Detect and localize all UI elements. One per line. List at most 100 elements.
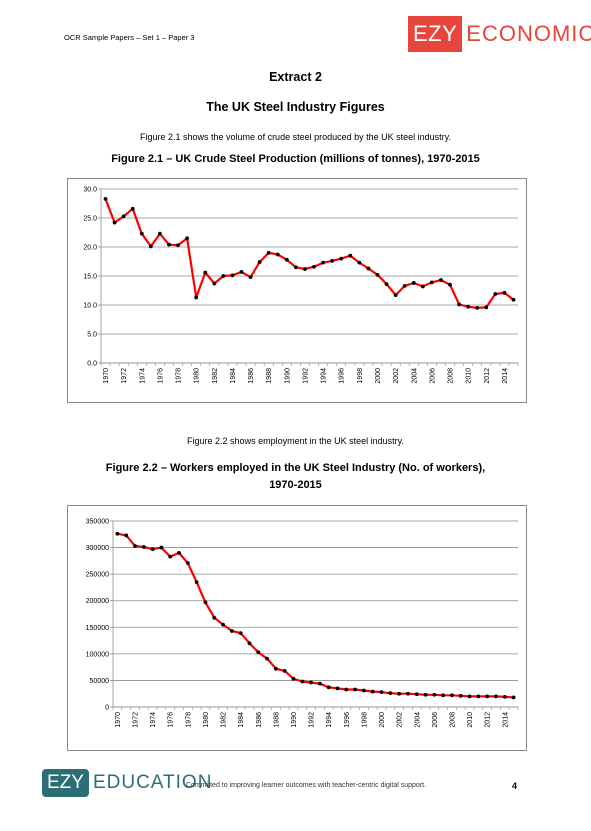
x-tick-label: 1980 [203, 712, 210, 728]
data-point [194, 580, 199, 585]
x-tick-label: 1984 [230, 368, 237, 384]
y-tick-label: 350000 [86, 519, 109, 526]
x-tick-label: 2004 [411, 368, 418, 384]
x-tick-label: 1996 [339, 368, 346, 384]
x-tick-label: 1976 [168, 712, 175, 728]
data-point [441, 693, 446, 698]
data-point [238, 631, 243, 636]
x-tick-label: 2010 [466, 368, 473, 384]
x-tick-label: 1982 [212, 368, 219, 384]
x-tick-label: 1988 [273, 712, 280, 728]
x-tick-label: 2002 [393, 368, 400, 384]
data-point [158, 231, 162, 236]
footer-logo-word-text: EDUCATION [92, 772, 213, 793]
y-tick-label: 20.0 [83, 245, 97, 252]
y-tick-label: 250000 [86, 572, 109, 579]
data-point [203, 600, 208, 605]
data-point [221, 274, 226, 278]
data-point [357, 260, 362, 265]
data-point [353, 687, 358, 692]
x-tick-label: 1990 [291, 712, 298, 728]
data-point [221, 622, 225, 627]
x-tick-label: 2012 [484, 368, 491, 384]
y-tick-label: 0 [105, 705, 109, 712]
data-point [294, 265, 298, 270]
ezy-economics-logo: EZY ECONOMICS [408, 16, 591, 52]
y-tick-label: 10.0 [83, 303, 97, 310]
y-tick-label: 25.0 [83, 216, 97, 223]
x-tick-label: 1970 [115, 712, 122, 728]
data-point [256, 650, 261, 655]
data-point [420, 284, 425, 289]
data-point [300, 679, 305, 684]
y-tick-label: 0.0 [87, 361, 97, 368]
y-tick-label: 30.0 [83, 187, 97, 194]
chart-2-svg: 0 50000 100000 150000 200000 250000 300000 3500… [86, 519, 519, 728]
data-point [379, 690, 384, 695]
data-point [511, 695, 516, 700]
x-tick-label: 1998 [357, 368, 364, 384]
data-point [185, 236, 190, 241]
x-tick-label: 2000 [379, 712, 386, 728]
data-point [176, 243, 180, 248]
data-point [335, 686, 340, 691]
data-point [291, 676, 296, 681]
y-tick-label: 300000 [86, 545, 109, 552]
extract-label: Extract 2 [269, 70, 322, 84]
data-point [159, 545, 164, 550]
data-point [344, 687, 349, 692]
x-tick-label: 1990 [284, 368, 291, 384]
series-line [104, 198, 515, 309]
x-tick-label: 1978 [176, 368, 183, 384]
data-point [406, 691, 410, 696]
data-point [275, 252, 280, 257]
data-point [130, 206, 135, 211]
data-point [467, 694, 472, 699]
data-point [502, 695, 507, 699]
data-point [330, 259, 335, 263]
main-title: The UK Steel Industry Figures [206, 100, 385, 114]
data-point [230, 273, 235, 278]
data-point [493, 292, 498, 296]
x-tick-label: 1976 [157, 368, 164, 384]
data-point [229, 629, 234, 633]
data-point [177, 550, 181, 555]
data-point [194, 295, 199, 300]
data-point [139, 231, 144, 236]
data-point [348, 253, 353, 258]
figure-2-title-line-2: 1970-2015 [269, 479, 322, 491]
chart-steel-production: 0.0 5.0 10.0 15.0 20.0 25.0 30.0 1970 1972 1974 19… [67, 178, 527, 403]
x-tick-label: 2004 [414, 712, 421, 728]
data-point [388, 691, 393, 696]
data-point [362, 688, 366, 693]
data-point [103, 196, 108, 201]
y-tick-label: 5.0 [87, 332, 97, 339]
data-point [112, 220, 117, 225]
x-tick-label: 1972 [121, 368, 128, 384]
data-point [366, 266, 371, 271]
data-point [511, 297, 516, 302]
x-tick-label: 2008 [448, 368, 455, 384]
data-point [439, 278, 443, 282]
y-tick-label: 15.0 [83, 274, 97, 281]
data-point [450, 693, 454, 698]
x-tick-label: 1972 [133, 712, 140, 728]
data-point [414, 692, 419, 697]
y-tick-label: 100000 [86, 651, 109, 658]
x-tick-label: 2014 [502, 712, 509, 728]
page-number: 4 [512, 781, 518, 791]
data-point [148, 244, 153, 249]
series-line [117, 532, 514, 699]
data-point [423, 692, 428, 697]
data-point [133, 544, 137, 548]
data-point [150, 547, 155, 552]
data-point [502, 290, 507, 295]
x-tick-label: 1994 [326, 712, 333, 728]
figure-1-title: Figure 2.1 – UK Crude Steel Production (… [111, 153, 480, 165]
data-point [484, 305, 489, 310]
data-point [429, 280, 434, 285]
data-point [475, 306, 480, 310]
data-point [318, 681, 322, 686]
data-point [448, 282, 452, 287]
data-point [309, 680, 313, 685]
